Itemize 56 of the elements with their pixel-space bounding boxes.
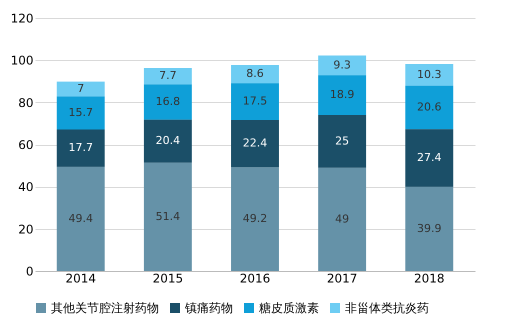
y-tick-label: 80 [18,96,34,110]
bar [318,114,366,168]
bar [144,162,192,271]
x-tick-label: 2014 [65,272,96,286]
y-tick-label: 40 [18,180,34,194]
y-tick-label: 100 [10,54,34,68]
data-label: 8.6 [246,67,264,80]
x-tick-label: 2018 [414,272,445,286]
bar [56,96,105,130]
x-tick-label: 2016 [240,272,270,286]
bar [318,56,366,76]
bar [405,186,454,271]
data-label: 17.5 [242,94,268,108]
bar [405,86,454,130]
bar [56,166,105,271]
data-label: 49 [335,212,350,226]
bar [231,120,279,168]
y-tick-label: 60 [18,138,34,152]
data-label: 17.7 [68,141,93,154]
bar [56,82,105,96]
y-tick-label: 0 [26,264,34,278]
legend-label: 糖皮质激素 [259,301,319,315]
bar [231,65,279,84]
data-label: 25 [335,134,350,148]
bar [144,84,192,120]
data-label: 7 [77,82,84,96]
bar [231,167,279,271]
data-label: 18.9 [330,88,354,102]
bar [56,130,105,167]
data-label: 9.3 [333,58,351,72]
bar [318,168,366,271]
data-label: 51.4 [156,210,180,223]
y-tick-label: 20 [18,222,34,236]
legend-label: 镇痛药物 [184,301,233,315]
x-tick-label: 2017 [326,272,358,286]
data-label: 20.6 [417,100,442,114]
bar [231,83,279,120]
bar [144,120,192,163]
data-label: 15.7 [68,106,93,119]
bar [405,129,454,187]
bar [144,68,192,84]
bar [318,75,366,115]
data-label: 39.9 [417,222,442,235]
data-label: 7.7 [159,69,177,82]
legend-label: 其他关节腔注射药物 [51,301,159,315]
data-label: 27.4 [417,150,442,164]
data-label: 20.4 [156,134,180,148]
x-tick-label: 2015 [152,272,184,286]
data-label: 10.3 [417,68,442,81]
y-tick-label: 120 [10,12,34,26]
legend-label: 非甾体类抗炎药 [345,301,429,315]
data-label: 49.2 [242,212,268,226]
data-label: 16.8 [156,94,180,108]
data-label: 49.4 [68,212,93,225]
bar [405,64,454,86]
data-label: 22.4 [242,136,268,150]
